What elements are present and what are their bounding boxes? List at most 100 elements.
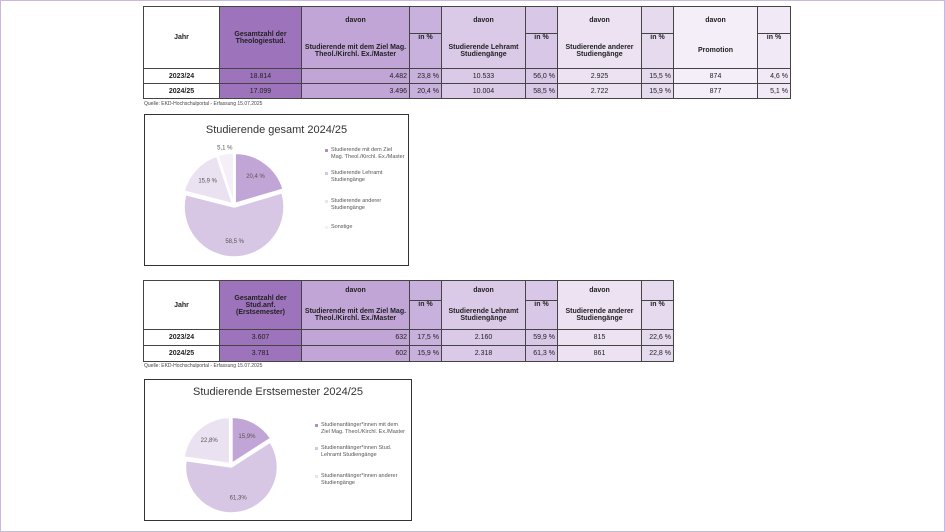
cell-mag: 602 (301, 345, 410, 362)
pie-slice (183, 155, 234, 205)
cell-lehramt: 2.318 (441, 345, 526, 362)
empty-cell (641, 280, 674, 301)
source-note: Quelle: EKD-Hochschulportal - Erfassung … (144, 101, 263, 107)
chart-legend: Studierende mit dem Ziel Mag. Theol./Kir… (325, 147, 405, 240)
header-lehramt: Studierende Lehramt Studiengänge (441, 300, 526, 330)
cell-mag-pct: 17,5 % (409, 329, 442, 346)
empty-cell (525, 6, 558, 34)
header-gesamt: Gesamtzahl der Stud.anf. (Erstsemester) (219, 280, 302, 330)
empty-cell (409, 280, 442, 301)
cell-andere: 815 (557, 329, 642, 346)
header-pct: in % (641, 33, 674, 69)
cell-mag-pct: 23,8 % (409, 68, 442, 84)
table-row: 2024/25 3.781 602 15,9 % 2.318 61,3 % 86… (143, 345, 674, 362)
legend-label: Studierende anderer Studiengänge (331, 198, 382, 211)
header-mag: Studierende mit dem Ziel Mag. Theol./Kir… (301, 33, 410, 69)
cell-mag: 4.482 (301, 68, 410, 84)
legend-label: Sonstige (331, 224, 353, 230)
cell-mag-pct: 15,9 % (409, 345, 442, 362)
data-label: 22,8% (201, 438, 219, 444)
pie-chart-gesamt: Studierende gesamt 2024/25 20,4 % 58,5 % 1… (144, 114, 409, 266)
cell-lehramt-pct: 58,5 % (525, 83, 558, 99)
legend-label: Studierende Lehramt Studiengänge (331, 170, 383, 183)
header-pct: in % (525, 300, 558, 330)
legend-swatch (315, 475, 318, 478)
table-row: 2024/25 17.099 3.496 20,4 % 10.004 58,5 … (143, 83, 791, 99)
students-total-table: Jahr Gesamtzahl der Theologiestud. davon… (143, 6, 791, 99)
data-label: 61,3% (230, 496, 248, 502)
header-pct: in % (409, 33, 442, 69)
empty-cell (641, 6, 674, 34)
header-andere: Studierende anderer Studiengänge (557, 33, 642, 69)
legend-swatch (325, 226, 328, 229)
header-davon: davon (301, 6, 410, 34)
table-row: 2023/24 3.607 632 17,5 % 2.160 59,9 % 81… (143, 329, 674, 346)
header-davon: davon (301, 280, 410, 301)
cell-jahr: 2023/24 (143, 329, 220, 346)
legend-label: Studierende mit dem Ziel Mag. Theol./Kir… (331, 147, 405, 160)
cell-lehramt: 10.533 (441, 68, 526, 84)
cell-promotion-pct: 5,1 % (757, 83, 791, 99)
header-pct: in % (641, 300, 674, 330)
header-davon: davon (441, 6, 526, 34)
cell-gesamt: 3.781 (219, 345, 302, 362)
cell-lehramt: 2.160 (441, 329, 526, 346)
chart-legend: Studienanfänger*innen mit dem Ziel Mag. … (315, 422, 407, 496)
cell-mag: 3.496 (301, 83, 410, 99)
cell-gesamt: 17.099 (219, 83, 302, 99)
legend-item: Studierende anderer Studiengänge (325, 198, 405, 212)
data-label: 20,4 % (246, 174, 265, 180)
legend-item: Studierende mit dem Ziel Mag. Theol./Kir… (325, 147, 405, 161)
legend-swatch (325, 172, 328, 175)
pie-svg: 15,9% 61,3% 22,8% (183, 416, 279, 514)
pie-chart-erstsemester: Studierende Erstsemester 2024/25 15,9% 61… (144, 379, 412, 521)
cell-promotion-pct: 4,6 % (757, 68, 791, 84)
header-davon: davon (557, 6, 642, 34)
cell-mag-pct: 20,4 % (409, 83, 442, 99)
legend-item: Studienanfänger*innen mit dem Ziel Mag. … (315, 422, 407, 436)
cell-promotion: 877 (673, 83, 758, 99)
pie-slice (184, 441, 279, 514)
header-davon: davon (557, 280, 642, 301)
header-pct: in % (525, 33, 558, 69)
cell-promotion: 874 (673, 68, 758, 84)
table-row: 2023/24 18.814 4.482 23,8 % 10.533 56,0 … (143, 68, 791, 84)
legend-label: Studienanfänger*innen mit dem Ziel Mag. … (321, 422, 405, 435)
legend-item: Studienanfänger*innen anderer Studiengän… (315, 473, 407, 487)
cell-mag: 632 (301, 329, 410, 346)
cell-andere: 861 (557, 345, 642, 362)
pie-slice (234, 152, 285, 205)
legend-swatch (325, 200, 328, 203)
legend-swatch (315, 424, 318, 427)
data-label: 15,9% (238, 434, 256, 440)
empty-cell (757, 6, 791, 34)
header-pct: in % (409, 300, 442, 330)
chart-title: Studierende Erstsemester 2024/25 (193, 386, 363, 398)
cell-lehramt-pct: 61,3 % (525, 345, 558, 362)
cell-gesamt: 18.814 (219, 68, 302, 84)
header-promotion: Promotion (673, 33, 758, 69)
source-note: Quelle: EKD-Hochschulportal - Erfassung … (144, 363, 263, 369)
cell-andere-pct: 15,5 % (641, 68, 674, 84)
header-pct: in % (757, 33, 791, 69)
header-davon: davon (441, 280, 526, 301)
cell-jahr: 2024/25 (143, 345, 220, 362)
erstsemester-table: Jahr Gesamtzahl der Stud.anf. (Erstsemes… (143, 280, 674, 362)
legend-label: Studienanfänger*innen anderer Studiengän… (321, 473, 398, 486)
header-andere: Studierende anderer Studiengänge (557, 300, 642, 330)
cell-andere: 2.722 (557, 83, 642, 99)
legend-swatch (315, 447, 318, 450)
legend-label: Studienanfänger*innen Stud. Lehramt Stud… (321, 445, 392, 458)
cell-jahr: 2024/25 (143, 83, 220, 99)
header-jahr: Jahr (143, 6, 220, 69)
pie-svg: 20,4 % 58,5 % 15,9 % 5,1 % (183, 146, 285, 258)
cell-andere: 2.925 (557, 68, 642, 84)
cell-lehramt-pct: 56,0 % (525, 68, 558, 84)
pie-slice (183, 416, 231, 465)
empty-cell (525, 280, 558, 301)
header-mag: Studierende mit dem Ziel Mag. Theol./Kir… (301, 300, 410, 330)
empty-cell (409, 6, 442, 34)
cell-lehramt: 10.004 (441, 83, 526, 99)
pie-slice (183, 191, 285, 258)
